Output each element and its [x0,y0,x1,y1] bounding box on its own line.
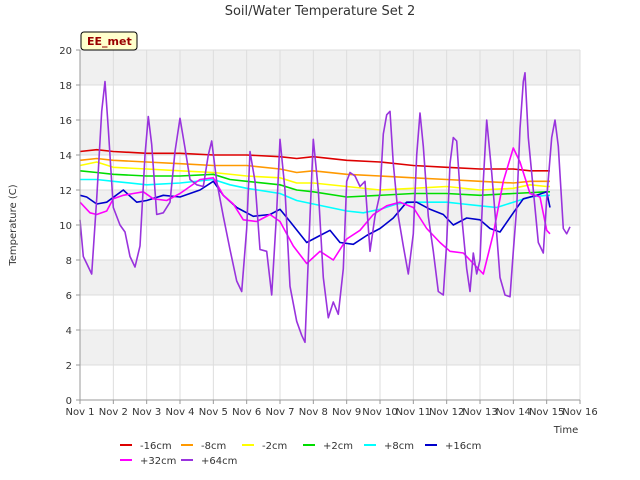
legend-label: -2cm [262,441,287,452]
x-tick-label: Nov 10 [362,407,397,418]
x-tick-label: Nov 12 [429,407,464,418]
y-tick-label: 2 [66,361,72,372]
x-tick-label: Nov 5 [199,407,228,418]
y-tick-label: 6 [66,291,72,302]
series-line--2cm [79,161,550,191]
y-tick-label: 16 [59,116,72,127]
series-line--8cm [79,157,550,184]
x-tick-label: Nov 6 [232,407,261,418]
station-badge-label: EE_met [87,35,132,48]
axes: 0 2 4 6 8 10 12 14 16 18 20 Nov 1 Nov 2 Nov 3 Nov 4 Nov… [59,46,597,418]
y-axis-label: Temperature (C) [8,184,19,266]
legend-item--2cm: -2cm [242,441,287,452]
legend-item-+8cm: +8cm [364,441,414,452]
legend-label: -16cm [140,441,172,452]
x-axis-label: Time [553,425,578,436]
legend-item-+2cm: +2cm [303,441,353,452]
x-tick-label: Nov 1 [65,407,94,418]
chart-title: Soil/Water Temperature Set 2 [225,4,416,19]
legend-label: +2cm [323,441,353,452]
x-tick-label: Nov 15 [529,407,564,418]
grid [79,49,581,401]
y-tick-label: 12 [59,186,72,197]
legend-item-+16cm: +16cm [425,441,481,452]
x-tick-label: Nov 13 [462,407,497,418]
plot-band [80,330,580,365]
x-tick-label: Nov 8 [299,407,328,418]
legend-item-+32cm: +32cm [120,456,176,467]
plot-band [80,260,580,295]
legend-label: +64cm [201,456,237,467]
legend-item--8cm: -8cm [181,441,226,452]
legend-item-+64cm: +64cm [181,456,237,467]
series-line-+32cm [79,147,551,275]
y-tick-label: 18 [59,81,72,92]
y-tick-label: 10 [59,221,72,232]
x-tick-label: Nov 4 [165,407,194,418]
x-tick-label: Nov 2 [99,407,128,418]
legend-label: +16cm [445,441,481,452]
station-badge-box [80,31,138,51]
x-tick-label: Nov 7 [265,407,294,418]
x-tick-label: Nov 16 [562,407,597,418]
series-line-+8cm [80,178,550,214]
series-line-+2cm [79,170,550,198]
plot-band [80,120,580,155]
y-tick-label: 8 [66,256,72,267]
legend-label: +32cm [140,456,176,467]
y-tick-label: 4 [66,326,72,337]
series-lines [79,72,571,344]
y-tick-label: 14 [59,151,72,162]
y-tick-label: 0 [66,396,72,407]
y-tick-label: 20 [59,46,72,57]
legend-label: +8cm [384,441,414,452]
legend-item--16cm: -16cm [120,441,172,452]
x-tick-label: Nov 3 [132,407,161,418]
legend-label: -8cm [201,441,226,452]
series-line-+64cm [79,72,571,344]
x-tick-label: Nov 9 [332,407,361,418]
x-tick-label: Nov 11 [396,407,431,418]
plot-band [80,50,580,85]
station-badge: EE_met [80,31,138,51]
x-tick-label: Nov 14 [496,407,531,418]
legend: -16cm -8cm -2cm +2cm +8cm +16cm +32cm +64cm [120,441,481,467]
